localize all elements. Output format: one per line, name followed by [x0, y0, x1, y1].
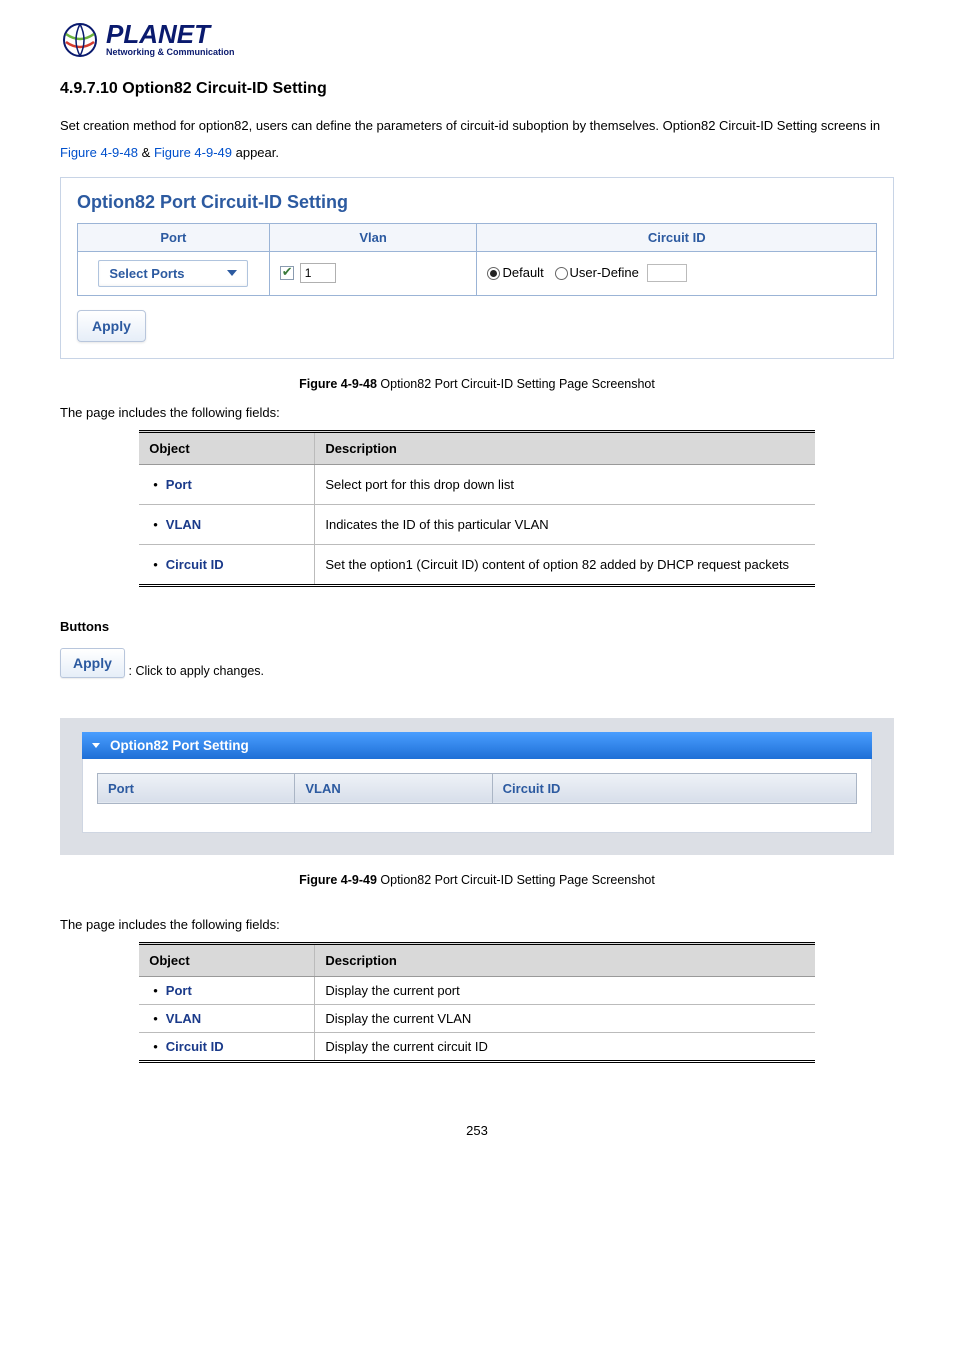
col-vlan-header: Vlan	[269, 223, 477, 251]
fields-intro-2: The page includes the following fields:	[60, 917, 894, 932]
desc-header-2: Description	[315, 943, 815, 976]
apply-button-inline[interactable]: Apply	[60, 648, 125, 678]
apply-desc-text: : Click to apply changes.	[129, 664, 265, 678]
config-table: Port Vlan Circuit ID Select Ports 1	[77, 223, 877, 296]
intro-text-post: appear.	[232, 145, 279, 160]
intro-paragraph: Set creation method for option82, users …	[60, 112, 894, 167]
intro-text-mid: &	[138, 145, 154, 160]
obj-desc: Display the current circuit ID	[315, 1032, 815, 1061]
chevron-down-icon	[92, 743, 100, 748]
obj-label: Circuit ID	[166, 557, 224, 572]
col-circuit-header: Circuit ID	[477, 223, 877, 251]
vlan-checkbox[interactable]	[280, 266, 294, 280]
select-ports-dropdown[interactable]: Select Ports	[98, 260, 248, 287]
figure-link-1[interactable]: Figure 4-9-48	[60, 145, 138, 160]
logo-brand-text: PLANET	[106, 23, 235, 46]
apply-button-description-row: Apply : Click to apply changes.	[60, 648, 894, 678]
status-panel-title: Option82 Port Setting	[110, 738, 249, 753]
table-row: •Port Select port for this drop down lis…	[139, 464, 815, 504]
obj-header-2: Object	[139, 943, 315, 976]
obj-desc: Display the current VLAN	[315, 1004, 815, 1032]
obj-desc: Indicates the ID of this particular VLAN	[315, 504, 815, 544]
obj-label: Port	[166, 477, 192, 492]
caption1-bold: Figure 4-9-48	[299, 377, 377, 391]
section-heading: 4.9.7.10 Option82 Circuit-ID Setting	[60, 80, 894, 98]
table-row: •Circuit ID Set the option1 (Circuit ID)…	[139, 544, 815, 585]
status-table: Port VLAN Circuit ID	[97, 773, 857, 804]
figure-link-2[interactable]: Figure 4-9-49	[154, 145, 232, 160]
table-row: •Port Display the current port	[139, 976, 815, 1004]
obj-desc: Set the option1 (Circuit ID) content of …	[315, 544, 815, 585]
radio-userdefine[interactable]	[555, 267, 568, 280]
page-number: 253	[60, 1123, 894, 1138]
obj-label: VLAN	[166, 517, 201, 532]
col-port-header: Port	[78, 223, 270, 251]
fields-intro-1: The page includes the following fields:	[60, 405, 894, 420]
logo-tagline: Networking & Communication	[106, 47, 235, 57]
radio-default-label: Default	[502, 265, 543, 280]
obj-label: Port	[166, 983, 192, 998]
caption2-rest: Option82 Port Circuit-ID Setting Page Sc…	[377, 873, 655, 887]
obj-label: Circuit ID	[166, 1039, 224, 1054]
brand-logo: PLANET Networking & Communication	[60, 20, 894, 60]
description-table-2: Object Description •Port Display the cur…	[139, 942, 815, 1063]
obj-label: VLAN	[166, 1011, 201, 1026]
select-ports-label: Select Ports	[109, 266, 184, 281]
status-col-vlan: VLAN	[295, 773, 492, 803]
userdefine-input[interactable]	[647, 264, 687, 282]
table-row: •Circuit ID Display the current circuit …	[139, 1032, 815, 1061]
option82-setting-panel: Option82 Port Circuit-ID Setting Port Vl…	[60, 177, 894, 359]
status-panel-titlebar[interactable]: Option82 Port Setting	[82, 732, 872, 759]
panel1-title: Option82 Port Circuit-ID Setting	[77, 192, 877, 213]
caption2-bold: Figure 4-9-49	[299, 873, 377, 887]
caption1-rest: Option82 Port Circuit-ID Setting Page Sc…	[377, 377, 655, 391]
status-col-circuit: Circuit ID	[492, 773, 856, 803]
obj-header-1: Object	[139, 431, 315, 464]
radio-userdefine-label: User-Define	[570, 265, 639, 280]
desc-header-1: Description	[315, 431, 815, 464]
description-table-1: Object Description •Port Select port for…	[139, 430, 815, 587]
status-col-port: Port	[98, 773, 295, 803]
intro-text-pre: Set creation method for option82, users …	[60, 118, 880, 133]
figure-caption-2: Figure 4-9-49 Option82 Port Circuit-ID S…	[60, 873, 894, 887]
obj-desc: Select port for this drop down list	[315, 464, 815, 504]
figure-caption-1: Figure 4-9-48 Option82 Port Circuit-ID S…	[60, 377, 894, 391]
vlan-input[interactable]: 1	[300, 263, 336, 283]
buttons-heading: Buttons	[60, 619, 894, 634]
apply-button[interactable]: Apply	[77, 310, 146, 342]
table-row: •VLAN Display the current VLAN	[139, 1004, 815, 1032]
obj-desc: Display the current port	[315, 976, 815, 1004]
planet-globe-icon	[60, 20, 100, 60]
option82-status-panel-wrap: Option82 Port Setting Port VLAN Circuit …	[60, 718, 894, 855]
radio-default[interactable]	[487, 267, 500, 280]
table-row: •VLAN Indicates the ID of this particula…	[139, 504, 815, 544]
chevron-down-icon	[227, 270, 237, 276]
